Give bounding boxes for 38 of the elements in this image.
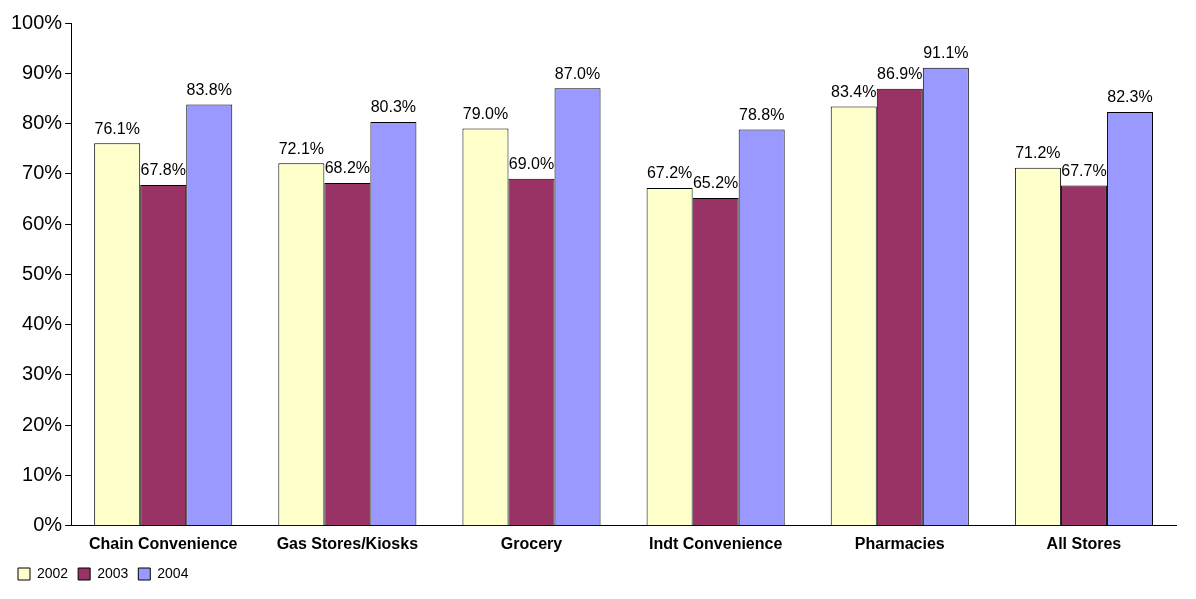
legend-label: 2003 <box>97 564 129 581</box>
data-label: 82.3% <box>1107 88 1153 106</box>
data-label: 67.2% <box>646 164 693 182</box>
x-tick-label: Chain Convenience <box>88 534 238 552</box>
y-tick-label: 70% <box>22 161 63 184</box>
y-tick-label: 40% <box>22 312 63 335</box>
data-label: 83.4% <box>831 82 877 100</box>
data-label: 69.0% <box>508 155 555 173</box>
legend-label: 2002 <box>37 564 69 581</box>
data-label: 87.0% <box>554 64 601 82</box>
data-label: 78.8% <box>738 106 785 123</box>
x-tick-label: Pharmacies <box>854 534 945 552</box>
data-label: 76.1% <box>94 119 140 137</box>
x-tick-label: Gas Stores/Kiosks <box>276 534 419 552</box>
data-label: 67.7% <box>1061 161 1107 179</box>
data-label: 91.1% <box>923 44 969 62</box>
data-label: 86.9% <box>877 65 923 83</box>
y-tick-label: 50% <box>22 261 63 284</box>
data-label: 65.2% <box>692 174 739 192</box>
y-tick-label: 30% <box>22 362 63 385</box>
data-label: 72.1% <box>278 139 325 157</box>
y-tick-label: 20% <box>22 412 63 435</box>
y-tick-label: 60% <box>22 211 63 234</box>
x-tick-label: Indt Convenience <box>648 534 783 552</box>
data-label: 83.8% <box>186 80 232 98</box>
x-tick-label: All Stores <box>1046 534 1122 552</box>
y-tick-label: 10% <box>22 463 63 486</box>
y-tick-label: 80% <box>22 111 63 134</box>
data-label: 79.0% <box>462 104 509 122</box>
data-label: 80.3% <box>370 98 417 116</box>
y-tick-label: 90% <box>22 60 63 83</box>
data-label: 68.2% <box>324 159 371 177</box>
y-tick-label: 0% <box>33 513 63 536</box>
x-tick-label: Grocery <box>500 534 563 552</box>
y-tick-label: 100% <box>11 10 63 33</box>
data-label: 71.2% <box>1015 144 1061 162</box>
legend-label: 2004 <box>157 564 189 581</box>
data-label: 67.8% <box>140 161 186 179</box>
